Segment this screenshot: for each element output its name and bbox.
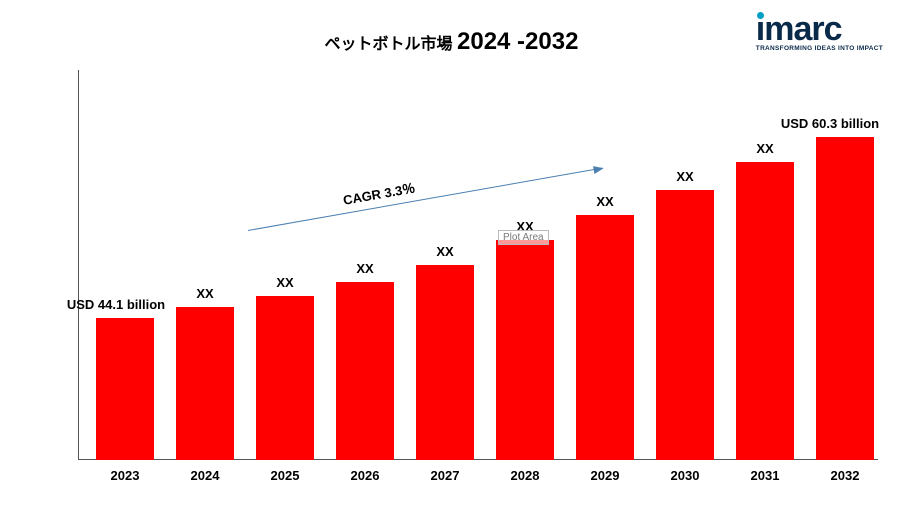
bar-rect [256, 296, 314, 460]
brand-logo: ımarc TRANSFORMING IDEAS INTO IMPACT [756, 14, 883, 52]
bar: USD 44.1 billion [96, 297, 154, 460]
bar-rect [416, 265, 474, 460]
x-tick-label: 2032 [816, 468, 874, 483]
x-tick-label: 2026 [336, 468, 394, 483]
x-tick-label: 2031 [736, 468, 794, 483]
logo-text: ımarc [756, 14, 883, 45]
bar-value-label: XX [356, 261, 373, 276]
bar-value-label: XX [756, 141, 773, 156]
bar-value-label: XX [676, 169, 693, 184]
bar: XX [656, 169, 714, 460]
x-tick-label: 2027 [416, 468, 474, 483]
title-prefix: ペットボトル市場 [325, 36, 453, 53]
x-tick-label: 2030 [656, 468, 714, 483]
bar: XX [176, 286, 234, 460]
bar-rect [176, 307, 234, 460]
plot-area-tag: Plot Area [498, 230, 549, 245]
bar-value-label: USD 44.1 billion [56, 297, 176, 312]
bar-value-label: XX [436, 244, 453, 259]
logo-tagline: TRANSFORMING IDEAS INTO IMPACT [756, 45, 883, 52]
x-tick-label: 2024 [176, 468, 234, 483]
bar: XX [496, 219, 554, 460]
bar-value-label: USD 60.3 billion [770, 116, 890, 131]
bar-rect [336, 282, 394, 460]
bar-rect [576, 215, 634, 460]
bar-value-label: XX [596, 194, 613, 209]
bar-rect [816, 137, 874, 460]
x-tick-label: 2023 [96, 468, 154, 483]
bar: USD 60.3 billion [816, 116, 874, 460]
x-tick-label: 2028 [496, 468, 554, 483]
plot-area: USD 44.1 billion XX XX XX XX XX XX XX XX USD 60.3… [78, 70, 878, 460]
bar-value-label: XX [276, 275, 293, 290]
title-range: 2024 -2032 [457, 28, 578, 55]
bars-container: USD 44.1 billion XX XX XX XX XX XX XX XX USD 60.3… [78, 70, 878, 460]
bar-rect [736, 162, 794, 460]
bar: XX [336, 261, 394, 460]
bar: XX [576, 194, 634, 460]
x-tick-label: 2029 [576, 468, 634, 483]
bar: XX [256, 275, 314, 460]
bar-value-label: XX [196, 286, 213, 301]
bar-rect [496, 240, 554, 460]
bar: XX [736, 141, 794, 460]
bar-rect [96, 318, 154, 460]
bar: XX [416, 244, 474, 460]
x-tick-label: 2025 [256, 468, 314, 483]
bar-rect [656, 190, 714, 460]
